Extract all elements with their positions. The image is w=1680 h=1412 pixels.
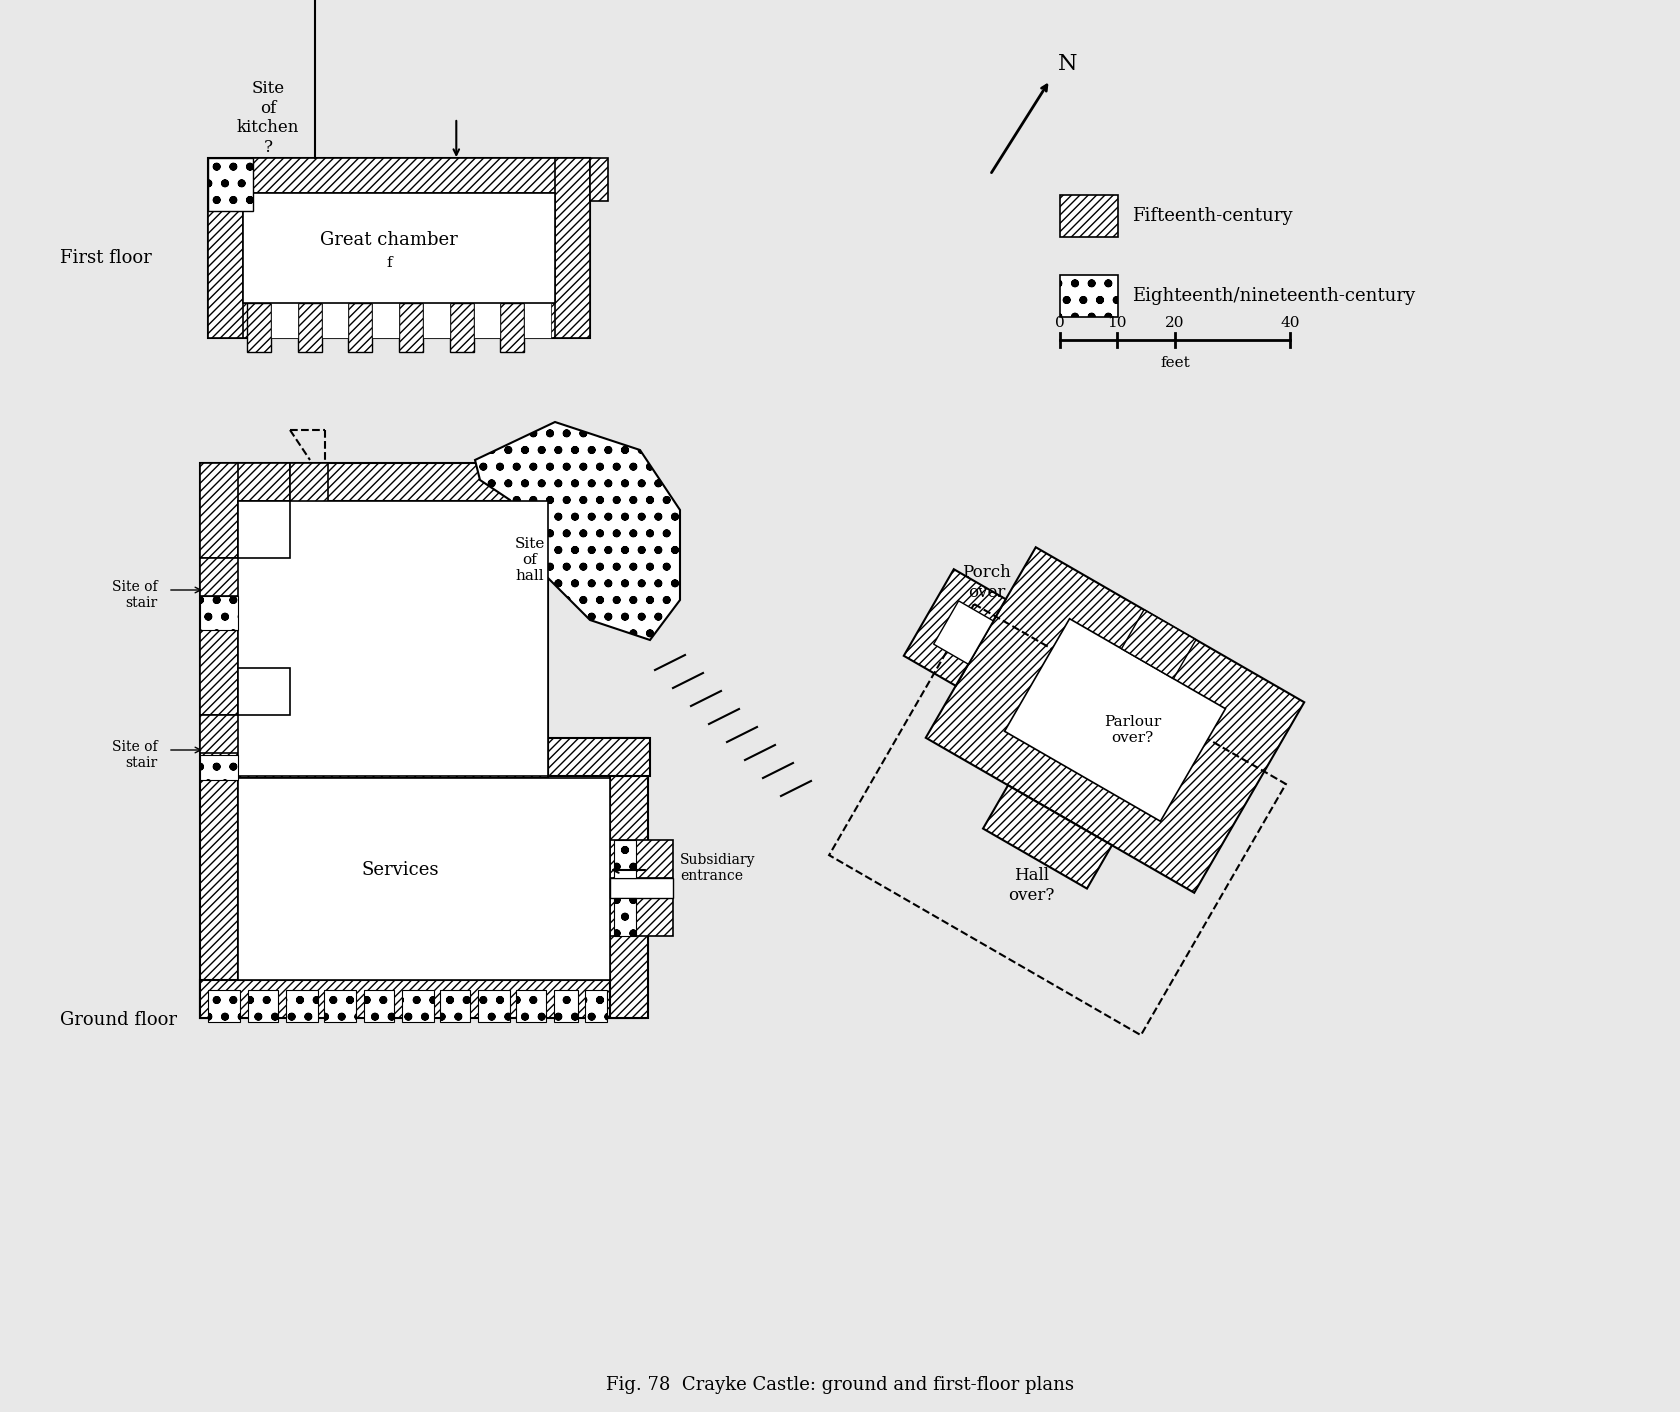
Bar bbox=[200, 980, 645, 1018]
Bar bbox=[200, 714, 328, 753]
Bar bbox=[239, 740, 548, 778]
Bar bbox=[423, 304, 450, 337]
Bar bbox=[524, 304, 551, 337]
Text: Subsidiary
entrance: Subsidiary entrance bbox=[680, 853, 756, 882]
Bar bbox=[373, 304, 400, 337]
Polygon shape bbox=[208, 158, 254, 210]
Text: Fig. 78  Crayke Castle: ground and first-floor plans: Fig. 78 Crayke Castle: ground and first-… bbox=[606, 1377, 1074, 1394]
Bar bbox=[239, 778, 610, 980]
Bar bbox=[610, 898, 674, 936]
Text: f: f bbox=[386, 256, 391, 270]
Bar bbox=[610, 840, 674, 878]
Bar bbox=[200, 596, 239, 630]
Bar bbox=[610, 738, 648, 1018]
Bar bbox=[511, 738, 650, 777]
Bar bbox=[501, 304, 524, 352]
Polygon shape bbox=[983, 785, 1112, 888]
Bar bbox=[239, 463, 548, 501]
Bar bbox=[590, 158, 608, 201]
Text: Site of
stair: Site of stair bbox=[113, 740, 158, 770]
Text: Ground floor: Ground floor bbox=[60, 1011, 176, 1029]
Text: Services: Services bbox=[361, 861, 438, 880]
Bar bbox=[208, 304, 590, 337]
Polygon shape bbox=[1122, 610, 1196, 679]
Bar bbox=[440, 990, 470, 1022]
Bar bbox=[511, 463, 548, 778]
Bar bbox=[610, 878, 674, 898]
Bar bbox=[554, 158, 590, 337]
Bar bbox=[200, 630, 328, 668]
Bar bbox=[1060, 275, 1117, 318]
Bar bbox=[1060, 195, 1117, 237]
Bar bbox=[200, 558, 328, 596]
Bar bbox=[516, 990, 546, 1022]
Bar bbox=[613, 840, 637, 878]
Text: First floor: First floor bbox=[60, 249, 151, 267]
Bar bbox=[585, 990, 606, 1022]
Bar bbox=[208, 158, 590, 337]
Bar bbox=[450, 304, 474, 352]
Bar bbox=[244, 193, 554, 304]
Bar bbox=[239, 501, 291, 558]
Text: feet: feet bbox=[1161, 356, 1189, 370]
Text: Fifteenth-century: Fifteenth-century bbox=[1132, 208, 1292, 225]
Text: Parlour
over?: Parlour over? bbox=[1104, 714, 1161, 746]
Bar bbox=[200, 463, 291, 501]
Bar bbox=[324, 990, 356, 1022]
Bar bbox=[479, 990, 511, 1022]
Polygon shape bbox=[934, 602, 993, 664]
Text: Porch
over: Porch over bbox=[963, 563, 1011, 600]
Bar bbox=[200, 630, 239, 714]
Text: Site
of
hall: Site of hall bbox=[514, 537, 546, 583]
Text: N: N bbox=[1058, 54, 1077, 75]
Bar bbox=[208, 158, 590, 193]
Text: Eighteenth/nineteenth-century: Eighteenth/nineteenth-century bbox=[1132, 287, 1415, 305]
Bar bbox=[400, 304, 423, 352]
Bar bbox=[249, 990, 277, 1022]
Polygon shape bbox=[475, 422, 680, 640]
Bar bbox=[247, 304, 270, 352]
Bar bbox=[239, 501, 548, 777]
Text: 10: 10 bbox=[1107, 316, 1127, 330]
Bar bbox=[321, 304, 348, 337]
Bar bbox=[297, 304, 321, 352]
Bar bbox=[348, 304, 373, 352]
Bar bbox=[291, 630, 328, 714]
Bar bbox=[200, 463, 239, 558]
Text: Site of
stair: Site of stair bbox=[113, 580, 158, 610]
Bar bbox=[208, 990, 240, 1022]
Bar bbox=[200, 463, 239, 1018]
Bar bbox=[200, 755, 239, 779]
Text: 40: 40 bbox=[1280, 316, 1300, 330]
Bar bbox=[239, 668, 291, 714]
Polygon shape bbox=[926, 548, 1304, 892]
Text: 20: 20 bbox=[1166, 316, 1184, 330]
Bar bbox=[613, 898, 637, 936]
Text: Great chamber: Great chamber bbox=[321, 232, 459, 249]
Text: Hall
over?: Hall over? bbox=[1008, 867, 1055, 904]
Bar bbox=[208, 158, 244, 337]
Polygon shape bbox=[904, 569, 1006, 686]
Bar bbox=[402, 990, 433, 1022]
Bar bbox=[270, 304, 297, 337]
Bar bbox=[286, 990, 318, 1022]
Bar bbox=[554, 990, 578, 1022]
Text: 0: 0 bbox=[1055, 316, 1065, 330]
Bar bbox=[291, 463, 328, 558]
Text: Site
of
kitchen
?: Site of kitchen ? bbox=[237, 80, 299, 155]
Bar bbox=[365, 990, 395, 1022]
Polygon shape bbox=[1005, 618, 1225, 822]
Bar bbox=[474, 304, 501, 337]
